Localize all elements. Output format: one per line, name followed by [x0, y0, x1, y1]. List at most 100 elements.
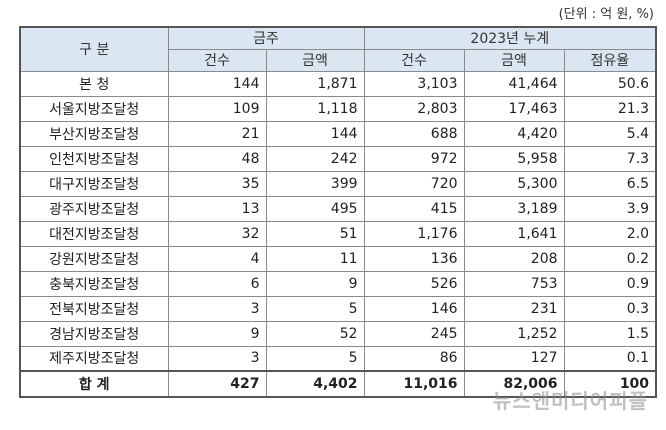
row-name: 본 청	[19, 70, 169, 97]
cell-share: 7.3	[563, 145, 657, 172]
row-name: 대전지방조달청	[19, 220, 169, 247]
total-row: 합 계 427 4,402 11,016 82,006 100	[19, 370, 657, 398]
cell-amount-week: 1,871	[265, 70, 365, 97]
header-share: 점유율	[563, 48, 657, 72]
cell-share: 0.9	[563, 270, 657, 297]
cell-amount-week: 5	[265, 345, 365, 372]
cell-amount-week: 144	[265, 120, 365, 147]
row-name: 전북지방조달청	[19, 295, 169, 322]
table-row: 경남지방조달청 9 52 245 1,252 1.5	[19, 320, 657, 347]
cell-share: 1.5	[563, 320, 657, 347]
cell-count-week: 21	[167, 120, 267, 147]
cell-amount-cumulative: 3,189	[463, 195, 565, 222]
table-row: 대구지방조달청 35 399 720 5,300 6.5	[19, 170, 657, 197]
cell-count-cumulative: 1,176	[363, 220, 465, 247]
cell-count-cumulative: 86	[363, 345, 465, 372]
header-category: 구 분	[19, 26, 169, 72]
row-name: 강원지방조달청	[19, 245, 169, 272]
table-row: 대전지방조달청 32 51 1,176 1,641 2.0	[19, 220, 657, 247]
cell-count-week: 3	[167, 345, 267, 372]
cell-count-cumulative: 972	[363, 145, 465, 172]
header-count-week: 건수	[167, 48, 267, 72]
cell-share: 0.3	[563, 295, 657, 322]
cell-count-cumulative: 720	[363, 170, 465, 197]
cell-amount-cumulative: 1,641	[463, 220, 565, 247]
cell-amount-week: 1,118	[265, 95, 365, 122]
cell-count-week: 109	[167, 95, 267, 122]
table-row: 인천지방조달청 48 242 972 5,958 7.3	[19, 145, 657, 172]
cell-count-cumulative: 415	[363, 195, 465, 222]
row-name: 대구지방조달청	[19, 170, 169, 197]
cell-share: 3.9	[563, 195, 657, 222]
cell-count-cumulative: 245	[363, 320, 465, 347]
header-group-cumulative: 2023년 누계	[363, 26, 657, 50]
cell-amount-week: 5	[265, 295, 365, 322]
cell-count-week: 3	[167, 295, 267, 322]
cell-amount-cumulative: 5,958	[463, 145, 565, 172]
cell-count-week: 4	[167, 245, 267, 272]
procurement-table: 구 분 금주 2023년 누계 건수 금액 건수 금액 점유율 본 청 144 …	[19, 26, 658, 398]
cell-share: 5.4	[563, 120, 657, 147]
table-row: 부산지방조달청 21 144 688 4,420 5.4	[19, 120, 657, 147]
cell-count-week: 13	[167, 195, 267, 222]
cell-amount-cumulative: 4,420	[463, 120, 565, 147]
cell-amount-week: 399	[265, 170, 365, 197]
row-name: 부산지방조달청	[19, 120, 169, 147]
cell-amount-cumulative: 231	[463, 295, 565, 322]
cell-share: 0.1	[563, 345, 657, 372]
table-row: 전북지방조달청 3 5 146 231 0.3	[19, 295, 657, 322]
cell-count-cumulative: 526	[363, 270, 465, 297]
cell-count-cumulative: 136	[363, 245, 465, 272]
total-count-cumulative: 11,016	[363, 370, 465, 398]
row-name: 충북지방조달청	[19, 270, 169, 297]
cell-count-week: 144	[167, 70, 267, 97]
table-row: 강원지방조달청 4 11 136 208 0.2	[19, 245, 657, 272]
cell-count-week: 9	[167, 320, 267, 347]
table-row: 충북지방조달청 6 9 526 753 0.9	[19, 270, 657, 297]
cell-amount-cumulative: 753	[463, 270, 565, 297]
table-row: 본 청 144 1,871 3,103 41,464 50.6	[19, 70, 657, 97]
cell-amount-week: 495	[265, 195, 365, 222]
cell-count-week: 48	[167, 145, 267, 172]
cell-count-cumulative: 688	[363, 120, 465, 147]
cell-share: 50.6	[563, 70, 657, 97]
row-name: 제주지방조달청	[19, 345, 169, 372]
procurement-table-container: 구 분 금주 2023년 누계 건수 금액 건수 금액 점유율 본 청 144 …	[19, 26, 658, 398]
cell-amount-week: 52	[265, 320, 365, 347]
cell-amount-week: 11	[265, 245, 365, 272]
header-amount-week: 금액	[265, 48, 365, 72]
cell-share: 21.3	[563, 95, 657, 122]
cell-amount-week: 242	[265, 145, 365, 172]
cell-share: 2.0	[563, 220, 657, 247]
cell-count-week: 35	[167, 170, 267, 197]
table-row: 광주지방조달청 13 495 415 3,189 3.9	[19, 195, 657, 222]
table-row: 제주지방조달청 3 5 86 127 0.1	[19, 345, 657, 372]
total-amount-cumulative: 82,006	[463, 370, 565, 398]
cell-amount-week: 9	[265, 270, 365, 297]
cell-count-week: 32	[167, 220, 267, 247]
cell-count-cumulative: 146	[363, 295, 465, 322]
row-name: 서울지방조달청	[19, 95, 169, 122]
total-amount-week: 4,402	[265, 370, 365, 398]
header-amount-cumulative: 금액	[463, 48, 565, 72]
total-label: 합 계	[19, 370, 169, 398]
cell-share: 0.2	[563, 245, 657, 272]
cell-amount-cumulative: 17,463	[463, 95, 565, 122]
header-count-cumulative: 건수	[363, 48, 465, 72]
row-name: 경남지방조달청	[19, 320, 169, 347]
total-count-week: 427	[167, 370, 267, 398]
cell-count-cumulative: 3,103	[363, 70, 465, 97]
cell-count-week: 6	[167, 270, 267, 297]
unit-note: (단위 : 억 원, %)	[558, 7, 654, 22]
cell-amount-cumulative: 5,300	[463, 170, 565, 197]
cell-amount-week: 51	[265, 220, 365, 247]
header-group-week: 금주	[167, 26, 365, 50]
cell-amount-cumulative: 1,252	[463, 320, 565, 347]
cell-amount-cumulative: 41,464	[463, 70, 565, 97]
row-name: 광주지방조달청	[19, 195, 169, 222]
total-share: 100	[563, 370, 657, 398]
cell-amount-cumulative: 127	[463, 345, 565, 372]
cell-amount-cumulative: 208	[463, 245, 565, 272]
cell-count-cumulative: 2,803	[363, 95, 465, 122]
table-row: 서울지방조달청 109 1,118 2,803 17,463 21.3	[19, 95, 657, 122]
